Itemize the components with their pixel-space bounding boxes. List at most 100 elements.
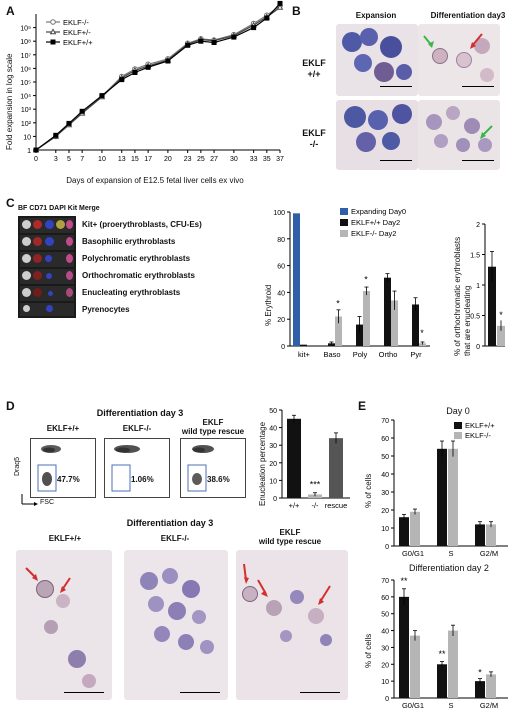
point-a bbox=[132, 69, 138, 75]
stage-label-orthochromatic: Orthochromatic erythroblasts bbox=[82, 271, 195, 280]
panel-label-d: D bbox=[6, 399, 15, 413]
tick-label-a-x: 33 bbox=[250, 156, 258, 163]
bar-e-1 bbox=[448, 630, 458, 698]
legend-c-swatch bbox=[340, 208, 348, 215]
point-a bbox=[276, 3, 284, 10]
tick-label-a-x: 3 bbox=[54, 156, 58, 163]
significance-e: ** bbox=[400, 576, 408, 586]
legend-e-label: EKLF-/- bbox=[465, 431, 491, 440]
tick-label-d-x: rescue bbox=[325, 501, 348, 510]
tick-label-e-x: S bbox=[448, 549, 453, 558]
tick-label-a-y: 10⁹ bbox=[20, 26, 31, 33]
micrograph-d-rescue bbox=[236, 550, 348, 700]
tick-label-c-y: 80 bbox=[277, 237, 285, 244]
bar-c-1 bbox=[300, 344, 307, 346]
micrograph-differentiation-ko bbox=[418, 100, 500, 170]
bar-c-2 bbox=[363, 291, 370, 346]
tick-label-c-x: Pyr bbox=[410, 350, 422, 359]
flow-percent-rescue: 38.6% bbox=[207, 475, 230, 484]
panel-label-e: E bbox=[358, 399, 367, 413]
photo-title-rescue: EKLF wild type rescue bbox=[258, 528, 322, 546]
series-line-1 bbox=[35, 7, 281, 151]
point-a bbox=[264, 15, 270, 21]
stage-label-enucleating: Enucleating erythroblasts bbox=[82, 288, 181, 297]
legend-a-marker bbox=[50, 19, 56, 25]
panel-c-ylabel2: % of orthochromatic erythroblasts that a… bbox=[453, 236, 472, 356]
flow-title-ko: EKLF-/- bbox=[122, 424, 152, 433]
panel-b-col-differentiation: Differentiation day3 bbox=[430, 11, 506, 20]
legend-e-label: EKLF+/+ bbox=[465, 421, 495, 430]
tick-label-c-x: Poly bbox=[353, 350, 368, 359]
significance-c-poly: * bbox=[364, 274, 368, 284]
tick-label-a-y: 10 bbox=[23, 134, 31, 141]
tick-label-e-y: 20 bbox=[381, 508, 389, 515]
significance-d: *** bbox=[310, 479, 321, 489]
tick-label-e-y: 70 bbox=[381, 418, 389, 425]
bar-e-0 bbox=[399, 596, 409, 698]
panel-e: Day 0 Differentiation day 2 % of cells %… bbox=[358, 398, 520, 713]
tick-label-a-y: 10³ bbox=[21, 107, 32, 114]
tick-label-d-x: +/+ bbox=[289, 501, 300, 510]
tick-label-d-y: 40 bbox=[269, 426, 277, 433]
flow-xaxis-label: FSC bbox=[40, 499, 54, 506]
tick-label-a-x: 35 bbox=[263, 156, 271, 163]
tick-label-c-y: 20 bbox=[277, 317, 285, 324]
panel-b-row2-label: EKLF -/- bbox=[302, 128, 326, 149]
bar-c2-1 bbox=[497, 325, 505, 346]
point-a bbox=[79, 108, 85, 114]
bar-c-0 bbox=[293, 213, 300, 346]
significance-e: ** bbox=[438, 649, 446, 659]
legend-c-label: EKLF-/- Day2 bbox=[351, 229, 396, 238]
tick-label-e-x: G2/M bbox=[480, 549, 498, 558]
significance-c-baso: * bbox=[336, 298, 340, 308]
panel-a: Fold expansion in log scale 1 10 10² 10³ 10⁴… bbox=[0, 0, 290, 190]
tick-label-c-x: Baso bbox=[323, 350, 340, 359]
stage-label-pyrenocytes: Pyrenocytes bbox=[82, 305, 130, 314]
tick-label-c-y: 60 bbox=[277, 264, 285, 271]
tick-label-c-y: 40 bbox=[277, 290, 285, 297]
flow-title-rescue: EKLF wild type rescue bbox=[181, 418, 245, 436]
bar-c-1 bbox=[356, 324, 363, 346]
tick-label-e-y: 60 bbox=[381, 595, 389, 602]
photo-title-ko: EKLF-/- bbox=[160, 534, 190, 543]
tick-label-c2-y: 1 bbox=[476, 283, 480, 290]
tick-label-c-y: 100 bbox=[273, 210, 285, 217]
tick-label-c2-y: 0 bbox=[476, 344, 480, 351]
tick-label-e-y: 10 bbox=[381, 679, 389, 686]
bar-e-0 bbox=[437, 448, 447, 546]
tick-label-e-y: 60 bbox=[381, 436, 389, 443]
panel-label-c: C bbox=[6, 196, 15, 210]
bar-c-2 bbox=[335, 316, 342, 346]
panel-e-title-top: Day 0 bbox=[446, 406, 470, 416]
panel-d-bar-chart: 0 10 20 30 40 50 +/+ -/- rescue *** bbox=[269, 408, 350, 510]
tick-label-e-y: 10 bbox=[381, 526, 389, 533]
legend-a-label: EKLF+/- bbox=[63, 28, 91, 37]
bar-c-1 bbox=[384, 277, 391, 346]
legend-a-marker bbox=[50, 39, 56, 45]
point-a bbox=[211, 40, 217, 46]
point-a bbox=[33, 147, 39, 153]
micrograph-d-wt bbox=[16, 550, 112, 700]
bar-d-2 bbox=[329, 438, 343, 498]
point-a bbox=[251, 25, 257, 31]
bar-e-1 bbox=[410, 635, 420, 698]
tick-label-a-x: 37 bbox=[276, 156, 284, 163]
series-line-2 bbox=[35, 3, 281, 151]
point-a bbox=[198, 38, 204, 44]
tick-label-c2-y: 2 bbox=[476, 222, 480, 229]
bar-e-0 bbox=[437, 664, 447, 698]
tick-label-a-x: 17 bbox=[144, 156, 152, 163]
tick-label-e-x: G0/G1 bbox=[402, 549, 424, 558]
tick-label-e-y: 30 bbox=[381, 645, 389, 652]
point-a bbox=[99, 93, 105, 99]
legend-c-label: EKLF+/+ Day2 bbox=[351, 218, 400, 227]
legend-a-marker bbox=[49, 28, 57, 35]
bar-e-1 bbox=[486, 674, 496, 698]
micrograph-differentiation-wt bbox=[418, 24, 500, 96]
panel-d-title-top: Differentiation day 3 bbox=[96, 408, 184, 418]
panel-d: Differentiation day 3 EKLF+/+ EKLF-/- EK… bbox=[0, 398, 358, 713]
tick-label-d-y: 0 bbox=[273, 496, 277, 503]
